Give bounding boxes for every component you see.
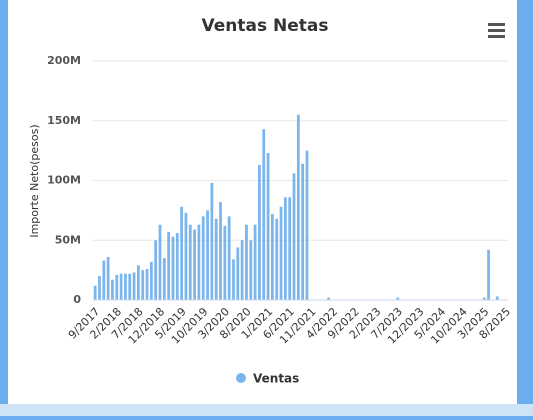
bar [487,249,490,300]
bar [288,197,292,300]
bar [292,173,296,300]
bar [145,268,149,300]
bar [188,224,192,300]
footer-strip [0,404,533,416]
bar [132,272,136,300]
y-axis-title: Importe Neto(pesos) [28,124,41,237]
bar [240,240,244,300]
y-tick-label: 200M [47,54,81,67]
bar [106,256,110,300]
bar [171,236,175,300]
bar [98,276,101,300]
bar [275,218,279,300]
bar [158,224,162,300]
y-tick-label: 150M [47,114,81,127]
bar [396,297,400,300]
bar [214,218,218,300]
bar [119,273,123,300]
bar [227,216,231,300]
bar [245,224,248,300]
menu-bar[interactable] [488,23,505,26]
bar [301,163,305,300]
bar [124,273,127,300]
bar [296,114,300,301]
menu-bar[interactable] [488,35,505,38]
bar [249,240,253,300]
bar [210,182,214,300]
menu-button[interactable] [488,23,505,38]
bar [283,197,287,300]
bar [149,261,153,300]
bar [258,164,261,300]
bar [184,212,188,300]
bar [154,240,158,300]
bar [495,296,499,300]
y-tick-label: 0 [73,293,81,306]
bar [206,210,209,300]
y-tick-label: 50M [55,233,81,246]
bar [305,150,309,300]
bar [137,265,140,300]
bar [128,273,132,300]
bar [201,216,205,300]
y-tick-label: 100M [47,174,81,187]
bar [162,258,166,300]
bar [232,259,235,300]
legend-marker [236,373,246,383]
menu-bar[interactable] [488,29,505,32]
chart-title: Ventas Netas [202,16,329,36]
bar [167,231,171,300]
bar [102,260,106,300]
bar [111,279,114,300]
bar [271,213,274,300]
bar [93,285,97,300]
bar [279,206,283,300]
bar [175,233,179,300]
legend-label: Ventas [253,372,299,386]
bar [219,202,222,300]
bar [197,224,201,300]
bar [223,225,227,300]
bar [180,206,184,300]
bar [262,129,266,300]
bar [141,270,145,300]
bar [253,224,257,300]
bar [327,297,330,300]
bar [266,153,270,300]
bar [482,297,486,300]
bar [115,274,119,300]
bar [236,247,240,300]
bar [193,229,196,300]
